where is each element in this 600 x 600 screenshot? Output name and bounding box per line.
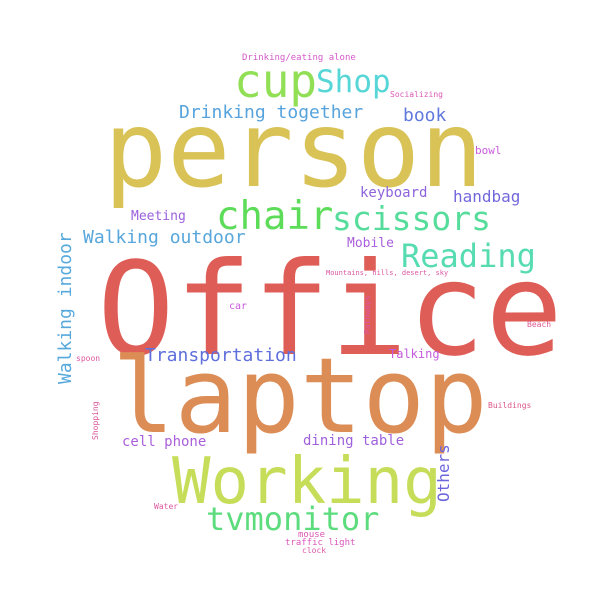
word-meeting: Meeting [131,209,186,224]
word-cup: cup [234,54,318,108]
word-chair: chair [216,194,334,239]
word-transportation: Transportation [145,345,297,366]
word-person: person [104,89,484,211]
word-spoon: spoon [76,354,101,363]
word-others: Others [434,444,453,502]
word-walking-outdoor: Walking outdoor [83,227,246,248]
word-mountains-hills-desert-sky: Mountains, hills, desert, sky [326,269,449,277]
word-water: Water [154,502,179,511]
word-handbag: handbag [453,187,521,206]
word-beach: Beach [527,320,552,329]
word-book: book [403,105,447,126]
word-buildings: Buildings [488,401,532,410]
word-reading: Reading [401,237,536,275]
word-mobile: Mobile [347,236,394,251]
word-bowl: bowl [475,144,502,157]
word-clock: clock [302,546,327,555]
word-car: car [229,301,248,312]
word-talking: Talking [389,347,440,361]
word-office: Office [97,235,563,385]
word-shop: Shop [316,64,391,100]
word-socializing: Socializing [390,90,443,99]
word-scissors: scissors [332,199,491,238]
word-drinking-together: Drinking together [179,102,364,123]
word-mouse: mouse [298,530,326,540]
word-walking-indoor: Walking indoor [55,232,76,384]
word-cell-phone: cell phone [122,434,207,450]
word-traffic-light: traffic light [285,538,356,548]
word-keyboard: keyboard [360,185,428,201]
word-drinking-eating-alone: Drinking/eating alone [242,53,356,63]
word-working: Working [172,445,442,519]
word-dining-table: dining table [303,433,405,449]
word-laptop: laptop [112,335,488,457]
word-shopping: Shopping [91,401,100,440]
word-pathways: Pathways [363,295,372,334]
word-tvmonitor: tvmonitor [206,500,380,538]
